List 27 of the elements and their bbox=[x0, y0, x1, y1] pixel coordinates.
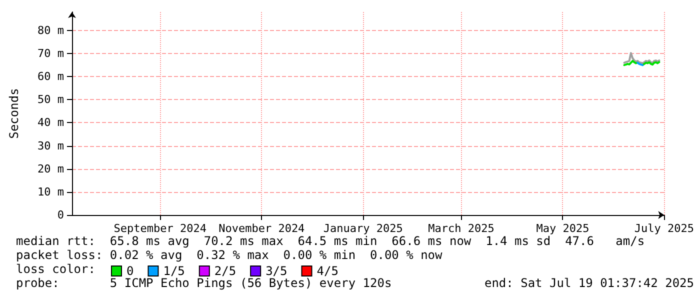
x-tick-label: July 2025 bbox=[634, 222, 694, 235]
text: median rtt: 65.8 ms avg 70.2 ms max 64.5 ms min 66.6 ms now 1.4 ms sd 47.6 am/s bbox=[16, 234, 645, 248]
legend-label: 3/5 bbox=[266, 264, 288, 278]
line-series bbox=[623, 52, 660, 64]
x-tick-label: January 2025 bbox=[323, 222, 403, 235]
legend-label: 1/5 bbox=[163, 264, 185, 278]
text: end: Sat Jul 19 01:37:42 2025 bbox=[484, 276, 694, 290]
y-tick-label: 0 bbox=[57, 208, 64, 222]
y-tick-label: 10 m bbox=[38, 185, 64, 198]
text: probe: 5 ICMP Echo Pings (56 Bytes) every 120s bbox=[16, 276, 392, 290]
y-tick-label: 40 m bbox=[38, 116, 64, 130]
x-tick-label: March 2025 bbox=[428, 222, 494, 235]
text: packet loss: 0.02 % avg 0.32 % max 0.00 % min 0.00 % now bbox=[16, 248, 442, 262]
legend-label: 2/5 bbox=[214, 264, 236, 278]
y-tick-label: 60 m bbox=[38, 70, 64, 84]
legend-label: 0 bbox=[126, 264, 134, 278]
x-tick-label: November 2024 bbox=[218, 222, 306, 235]
y-tick-label: 80 m bbox=[38, 24, 64, 37]
y-tick-label: 20 m bbox=[38, 162, 64, 176]
legend-title: loss color: bbox=[16, 262, 96, 276]
y-tick-label: 70 m bbox=[38, 47, 64, 60]
y-tick-label: 50 m bbox=[38, 93, 64, 106]
y-tick-label: 30 m bbox=[38, 139, 64, 152]
legend-label: 4/5 bbox=[316, 264, 338, 278]
x-tick-label: September 2024 bbox=[114, 222, 207, 235]
x-tick-label: May 2025 bbox=[536, 222, 590, 235]
y-axis-title: Seconds bbox=[7, 88, 21, 139]
